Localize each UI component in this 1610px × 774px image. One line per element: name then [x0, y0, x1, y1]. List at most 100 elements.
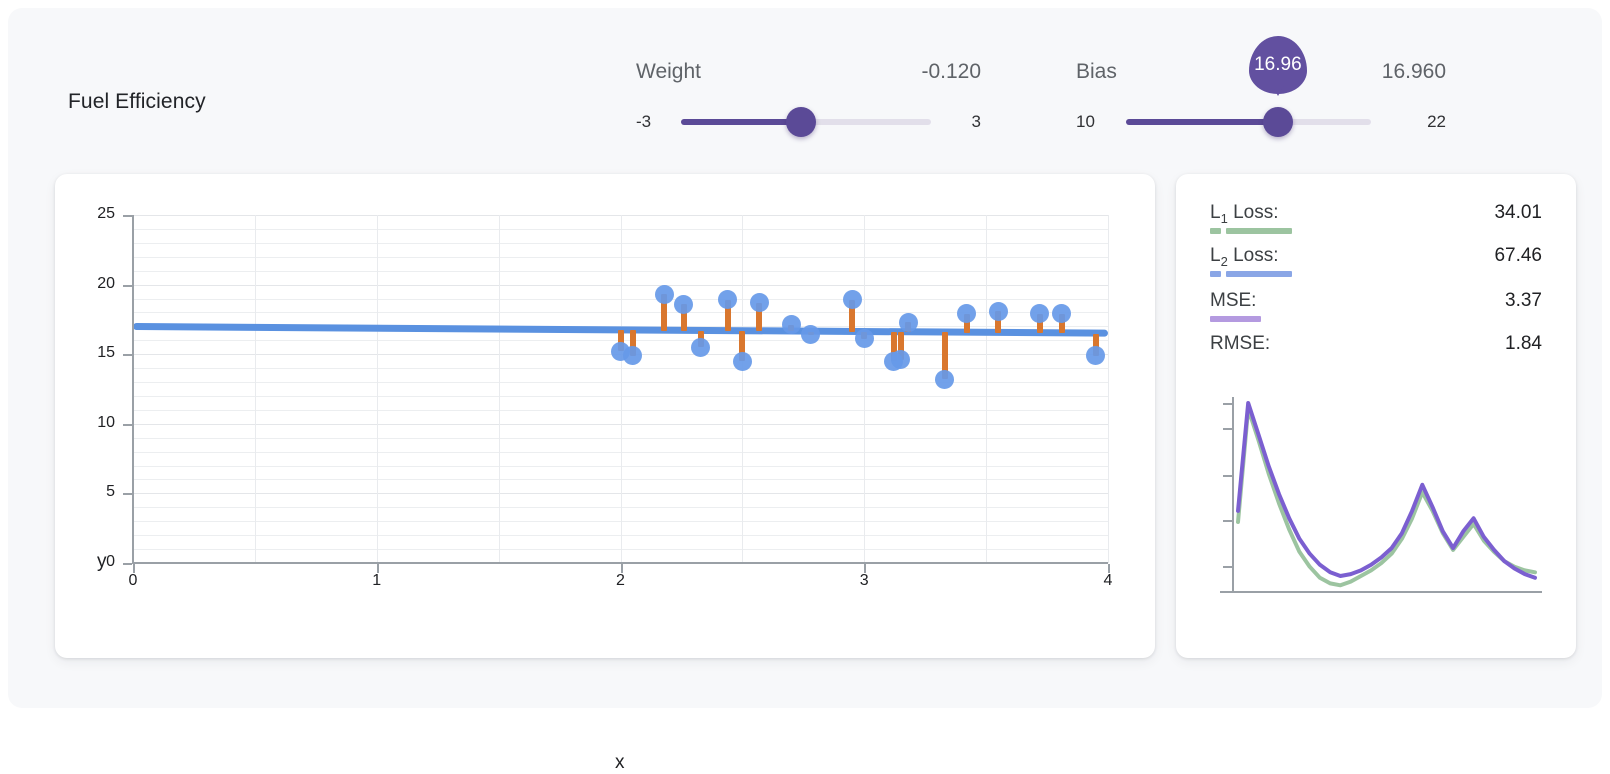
- residual-line: [724, 299, 731, 331]
- slider-row-weight[interactable]: -3 3: [636, 100, 981, 144]
- y-tick-mark: [123, 423, 132, 426]
- gridline-vertical: [1108, 215, 1109, 563]
- x-tick-label: 2: [616, 572, 625, 589]
- y-tick-mark: [123, 563, 132, 565]
- residual-line: [995, 311, 1002, 333]
- metric-value: 1.84: [1505, 333, 1542, 354]
- y-tick-mark: [123, 215, 132, 217]
- gridline-vertical: [864, 215, 866, 563]
- slider-value-bubble-bias: 16.96: [1248, 36, 1307, 96]
- metric-value: 3.37: [1505, 290, 1542, 311]
- y-tick-mark: [123, 354, 132, 357]
- loss-curve-line-mse: [1236, 401, 1537, 580]
- x-tick-label: 0: [128, 572, 138, 589]
- x-tick-mark: [376, 564, 379, 573]
- residual-line: [661, 294, 668, 331]
- residual-line: [756, 302, 763, 332]
- x-tick-label: 4: [1103, 572, 1113, 589]
- residual-line: [890, 332, 897, 362]
- metric-value: 34.01: [1494, 202, 1542, 223]
- metric-label: L1 Loss:: [1210, 202, 1279, 226]
- x-tick-mark: [1108, 564, 1110, 573]
- gridline-vertical: [742, 215, 744, 563]
- scatter-plot: 0 5 10 15 20 25 0 1 2 3 4 y x: [55, 174, 1155, 773]
- x-tick-mark: [620, 564, 623, 573]
- data-point: [691, 337, 711, 357]
- metric-row: RMSE: 1.84: [1210, 333, 1542, 359]
- residual-line: [617, 330, 624, 352]
- data-point: [1086, 346, 1106, 366]
- data-point: [842, 290, 862, 310]
- metrics-card: L1 Loss: 34.01 L2 Loss: 67.46 MSE: 3.37 RMSE: 1…: [1176, 174, 1576, 658]
- metric-row: MSE: 3.37: [1210, 290, 1542, 322]
- metric-row: L1 Loss: 34.01: [1210, 202, 1542, 234]
- loss-curve-chart: [1210, 389, 1542, 611]
- x-tick-mark: [133, 564, 135, 573]
- metric-color-swatch: [1226, 228, 1292, 234]
- residual-line: [739, 331, 746, 362]
- slider-label-weight: Weight: [636, 60, 701, 83]
- residual-line: [629, 330, 636, 356]
- metric-row: L2 Loss: 67.46: [1210, 245, 1542, 277]
- loss-curve-y-axis: [1232, 397, 1234, 592]
- y-axis-line: [132, 215, 134, 563]
- slider-thumb-weight[interactable]: [786, 107, 816, 137]
- slider-max-bias: 22: [1427, 112, 1446, 131]
- slider-value-bias: 16.960: [1381, 60, 1446, 83]
- scatter-chart-card: 0 5 10 15 20 25 0 1 2 3 4 y x: [55, 174, 1155, 773]
- slider-fill-weight: [681, 119, 801, 125]
- gridline-vertical: [376, 215, 378, 563]
- residual-line: [963, 313, 970, 333]
- loss-curve-tick: [1223, 566, 1232, 568]
- slider-row-bias[interactable]: 10 22: [1076, 100, 1446, 144]
- metric-label: MSE:: [1210, 290, 1257, 311]
- data-point: [801, 325, 821, 345]
- slider-min-bias: 10: [1076, 112, 1095, 131]
- slider-max-weight: 3: [971, 112, 981, 131]
- slider-thumb-bias[interactable]: [1262, 107, 1293, 137]
- slider-track-wrap-bias[interactable]: [1126, 100, 1371, 144]
- residual-line: [1058, 313, 1065, 334]
- metric-color-swatch: [1226, 271, 1292, 277]
- plot-area: [132, 215, 1109, 564]
- residual-line: [1036, 313, 1043, 334]
- residual-line: [941, 332, 948, 380]
- loss-curve-svg: [1236, 401, 1537, 588]
- data-point: [654, 284, 674, 304]
- y-tick-label: 15: [97, 344, 115, 362]
- residual-line: [897, 332, 904, 360]
- x-tick-mark: [864, 564, 867, 573]
- slider-track-wrap-weight[interactable]: [681, 100, 931, 144]
- slider-value-weight: -0.120: [921, 60, 981, 83]
- dataset-title: Fuel Efficiency: [68, 90, 206, 113]
- data-point: [623, 346, 643, 366]
- loss-curve-tick: [1223, 520, 1232, 522]
- y-tick-mark: [123, 284, 132, 287]
- slider-fill-bias: [1126, 119, 1278, 125]
- data-point: [718, 290, 738, 310]
- loss-curve-x-axis: [1220, 591, 1542, 593]
- y-tick-label: 0: [106, 553, 115, 570]
- x-tick-label: 1: [372, 572, 382, 589]
- data-point: [957, 304, 977, 324]
- gridline-vertical: [620, 215, 622, 563]
- data-point: [781, 315, 801, 335]
- y-axis-label: y: [97, 551, 107, 572]
- metric-label: RMSE:: [1210, 333, 1271, 354]
- y-tick-label: 25: [97, 205, 115, 222]
- data-point: [674, 294, 694, 314]
- data-point: [891, 350, 911, 370]
- residual-line: [849, 299, 856, 332]
- gridline-vertical: [986, 215, 988, 563]
- data-point: [854, 329, 874, 349]
- x-axis-line: [132, 562, 1108, 564]
- y-tick-label: 5: [106, 483, 115, 501]
- loss-curve-line-l1: [1236, 406, 1537, 588]
- slider-label-bias: Bias: [1076, 60, 1117, 83]
- metric-label: L2 Loss:: [1210, 245, 1279, 269]
- loss-curve-tick: [1223, 475, 1232, 477]
- data-point: [1030, 304, 1050, 324]
- gridline-vertical: [498, 215, 500, 563]
- metric-value: 67.46: [1494, 245, 1542, 266]
- residual-line: [680, 304, 687, 331]
